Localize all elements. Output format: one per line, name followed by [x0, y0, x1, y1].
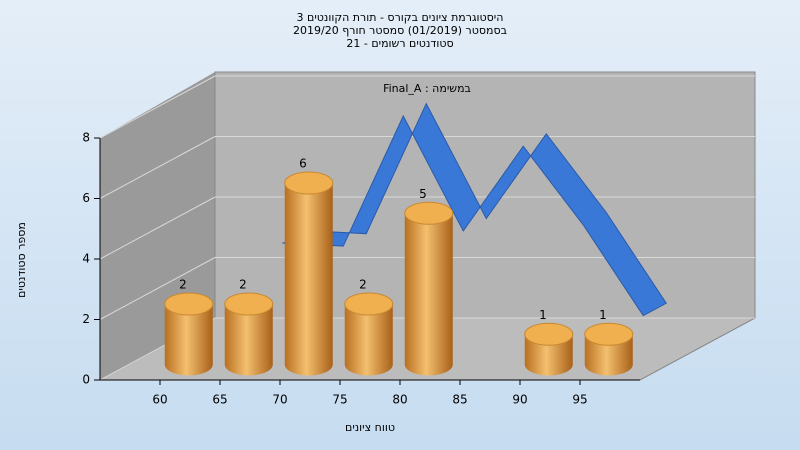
- x-tick-label: 90: [512, 393, 527, 407]
- bar: [584, 322, 634, 376]
- bar: [284, 171, 334, 376]
- data-label: 1: [539, 308, 547, 322]
- y-axis-title: מספר סטודנטים: [15, 222, 28, 298]
- bar: [524, 322, 574, 376]
- data-label: 5: [419, 187, 427, 201]
- x-tick-label: 85: [452, 393, 467, 407]
- x-tick-label: 60: [152, 393, 167, 407]
- bar-part: [164, 292, 214, 316]
- bar-part: [284, 171, 334, 195]
- bar-part: [584, 322, 634, 346]
- bar-part: [164, 304, 213, 376]
- data-label: 1: [599, 308, 607, 322]
- x-tick-label: 80: [392, 393, 407, 407]
- bar-part: [344, 292, 394, 316]
- y-tick-label: 0: [82, 373, 90, 387]
- bar: [164, 292, 214, 376]
- data-label: 2: [239, 278, 247, 292]
- data-label: 2: [359, 278, 367, 292]
- y-tick-label: 2: [82, 312, 90, 326]
- y-tick-label: 4: [82, 252, 90, 266]
- bar-part: [404, 201, 454, 225]
- title-line: בסמסטר (01/2019) סמסטר חורף 2019/20: [293, 24, 507, 37]
- bar-part: [404, 213, 453, 376]
- x-tick-label: 95: [572, 393, 587, 407]
- title-line: היסטוגרמת ציונים בקורס - תורת הקוונטים 3: [297, 11, 504, 24]
- bar-part: [584, 334, 633, 376]
- bar-part: [524, 334, 573, 376]
- grid-line: [99, 196, 216, 260]
- bar: [344, 292, 394, 376]
- x-tick-label: 65: [212, 393, 227, 407]
- annotation: Final_A : במשימה: [383, 82, 471, 95]
- bar-part: [224, 292, 274, 316]
- data-label: 2: [179, 278, 187, 292]
- x-axis-title: טווח ציונים: [345, 421, 395, 434]
- x-tick-label: 70: [272, 393, 287, 407]
- bar-part: [224, 304, 273, 376]
- bar-part: [524, 322, 574, 346]
- bar-part: [344, 304, 393, 376]
- grid-line: [99, 136, 216, 199]
- bar: [404, 201, 454, 376]
- ribbon: [281, 102, 667, 317]
- bar-part: [284, 183, 333, 376]
- data-label: 6: [299, 157, 307, 171]
- y-tick-label: 8: [82, 131, 90, 145]
- grid-line: [99, 75, 216, 139]
- title-line: סטודנטים רשומים - 21: [346, 37, 453, 50]
- x-tick-label: 75: [332, 393, 347, 407]
- y-tick-label: 6: [82, 191, 90, 205]
- grid-line: [99, 257, 216, 320]
- bar: [224, 292, 274, 376]
